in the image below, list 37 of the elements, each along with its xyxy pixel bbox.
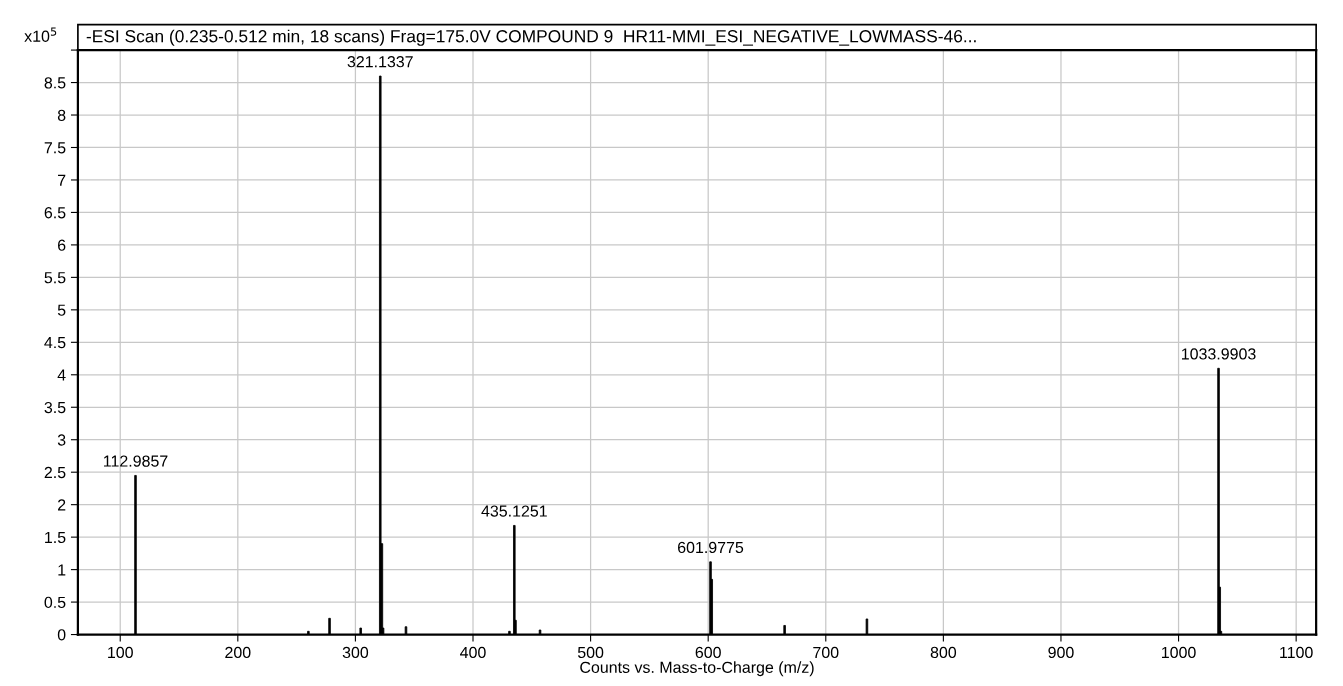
y-axis-title: x10$^{5}$ <box>24 27 57 42</box>
y-tick-label: 2 <box>58 499 66 511</box>
y-tick-label: 7.5 <box>44 142 66 154</box>
x-tick-label: 500 <box>577 646 604 659</box>
y-tick-label: 7 <box>58 174 66 186</box>
y-tick-label: 5.5 <box>44 272 66 284</box>
x-tick-label: 200 <box>225 646 251 659</box>
y-tick-label: 3.5 <box>44 401 66 414</box>
x-tick-label: 1000 <box>1162 646 1196 659</box>
y-tick-label: 6.5 <box>44 207 66 219</box>
x-tick-label: 400 <box>460 646 486 659</box>
y-tick-label: 0 <box>57 629 66 641</box>
y-tick-label: 4.5 <box>44 337 66 349</box>
x-tick-label: 1100 <box>1280 646 1313 659</box>
y-tick-label: 5 <box>57 304 66 316</box>
y-tick-label: 3 <box>57 434 66 446</box>
chart-title: -ESI Scan (0.235-0.512 min, 18 scans) Frag=175.0V COMPOUND 9 HR11-MMI_ESI_NEGATIVE_LOWMASS-46... <box>86 29 976 46</box>
annotation: 601.9775 <box>678 541 744 554</box>
annotation: 435.1251 <box>481 505 547 517</box>
y-tick-label: 8 <box>57 109 66 121</box>
x-tick-label: 900 <box>1048 646 1074 659</box>
x-axis-title: Counts vs. Mass-to-Charge (m/z) <box>580 661 814 677</box>
y-tick-label: 1 <box>58 564 66 576</box>
x-tick-label: 100 <box>108 646 133 659</box>
y-tick-label: 2.5 <box>44 466 66 479</box>
annotation: 1033.9903 <box>1182 348 1256 360</box>
x-tick-label: 700 <box>813 646 839 659</box>
annotation: 112.9857 <box>104 455 168 467</box>
y-tick-label: 4 <box>57 369 66 381</box>
y-tick-label: 6 <box>58 239 66 251</box>
y-tick-label: 8.5 <box>44 77 66 89</box>
x-tick-label: 600 <box>695 646 721 659</box>
y-tick-label: 0.5 <box>44 596 66 609</box>
y-tick-label: 1.5 <box>45 531 66 544</box>
x-tick-label: 300 <box>342 646 369 659</box>
annotation: 321.1337 <box>347 56 413 68</box>
x-tick-label: 800 <box>930 646 957 659</box>
